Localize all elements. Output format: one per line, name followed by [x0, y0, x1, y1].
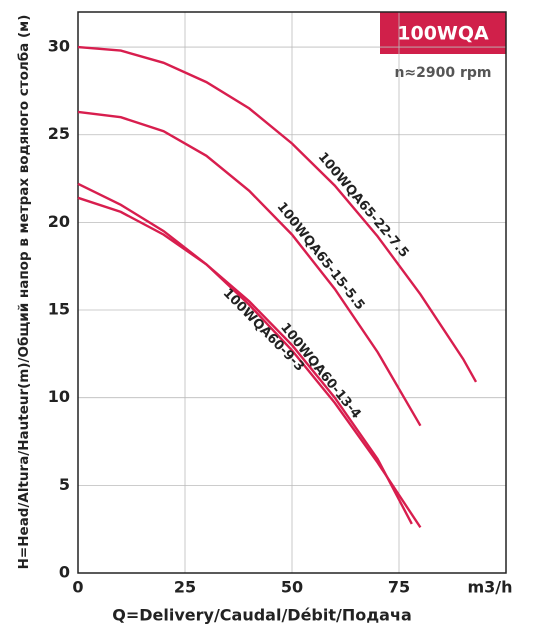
y-tick-label: 15 — [48, 300, 70, 319]
y-tick-label: 10 — [48, 387, 70, 406]
plot-frame — [77, 11, 507, 574]
x-tick-label: 75 — [388, 578, 410, 597]
y-axis-label: H=Head/Altura/Hauteur(m)/Общий напор в м… — [16, 15, 32, 570]
y-tick-label: 5 — [59, 475, 70, 494]
chart-title: 100WQA — [397, 23, 489, 45]
curve — [77, 110, 422, 427]
y-tick-label: 20 — [48, 212, 70, 231]
curve — [77, 182, 422, 529]
y-tick-label: 0 — [59, 563, 70, 582]
x-axis-label: Q=Delivery/Caudal/Débit/Подача — [112, 606, 412, 625]
series-label: 100WQA60-13-4 — [277, 320, 363, 422]
curve — [77, 196, 413, 525]
series-label: 100WQA65-22-7.5 — [315, 150, 412, 261]
curve — [77, 45, 478, 383]
x-tick-label: 0 — [72, 578, 83, 597]
series-label: 100WQA65-15-5.5 — [274, 200, 368, 313]
x-tick-label: 25 — [174, 578, 196, 597]
chart-subtitle: n≈2900 rpm — [394, 65, 491, 81]
x-tick-label: 50 — [281, 578, 303, 597]
y-tick-label: 25 — [48, 124, 70, 143]
y-tick-label: 30 — [48, 37, 70, 56]
x-unit-label: m3/h — [467, 578, 512, 597]
